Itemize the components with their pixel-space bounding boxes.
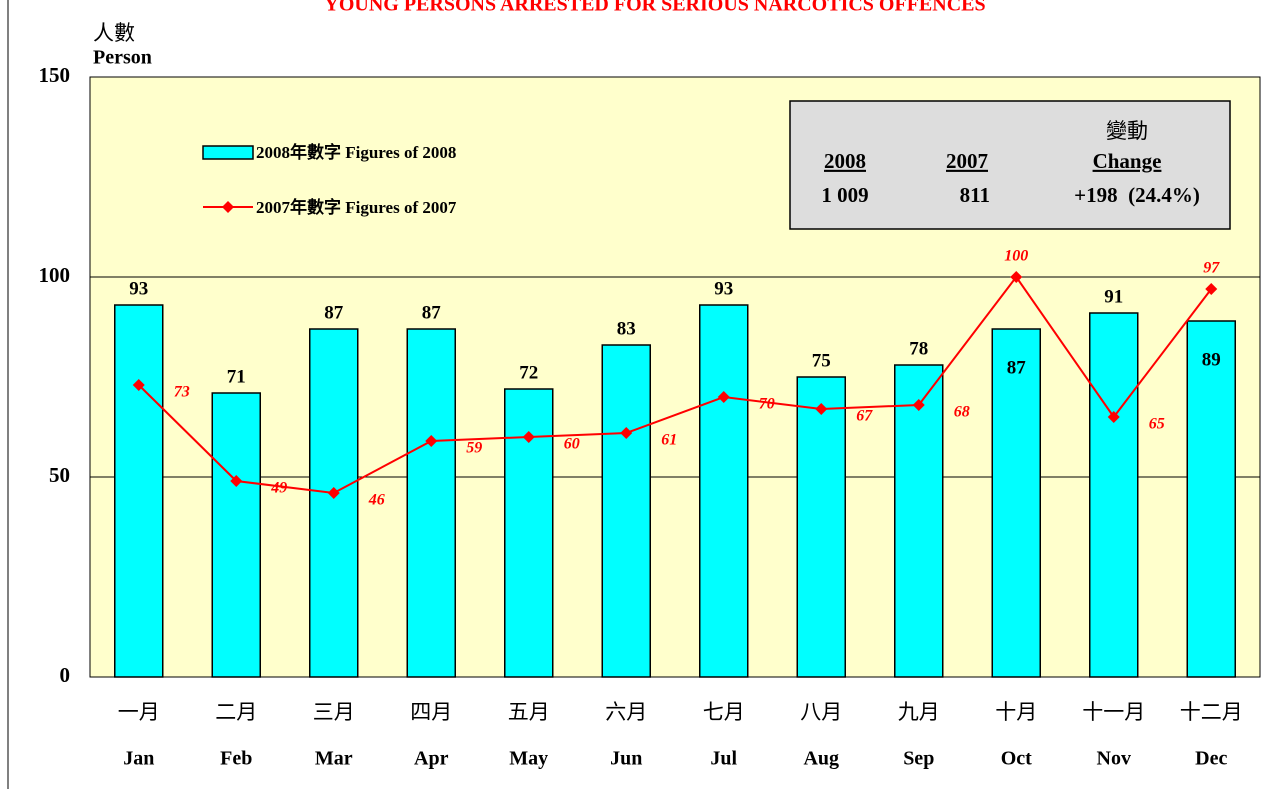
line-marker (327, 487, 340, 499)
bar-value-label: 93 (714, 278, 733, 299)
summary-bg (789, 100, 1231, 230)
y-label-zh: 人數 (93, 21, 135, 45)
y-tick-label: 100 (39, 263, 71, 287)
x-tick-label-zh: 二月 (215, 700, 257, 724)
line-value-label: 67 (856, 408, 873, 425)
y-label: Person (93, 47, 152, 69)
x-tick-label: Jan (123, 748, 154, 770)
line-value-label: 65 (1149, 416, 1165, 433)
line-marker (425, 435, 438, 447)
line-marker (620, 427, 633, 439)
x-tick-label-zh: 十月 (995, 700, 1037, 724)
line-marker (132, 379, 145, 391)
x-tick-label: Jun (610, 748, 642, 770)
bar (894, 364, 944, 678)
bar-value-label: 78 (909, 338, 928, 359)
x-tick-label: Jul (710, 748, 737, 770)
x-tick-label: Feb (220, 748, 252, 770)
bar (991, 328, 1041, 678)
bar (211, 392, 261, 678)
summary-value: +198 (24.4%) (1074, 183, 1200, 207)
legend-label: 2007年數字 Figures of 2007 (256, 197, 457, 217)
bar (406, 328, 456, 678)
line-value-label: 61 (661, 432, 677, 449)
y-tick-label: 150 (39, 63, 71, 87)
summary-box: 變動 2008 2007 Change 1 009 811 +198 (24.4… (789, 100, 1231, 230)
x-tick-label-zh: 七月 (703, 700, 745, 724)
summary-col: 2007 (946, 149, 988, 173)
x-tick-label-zh: 十一月 (1082, 700, 1145, 724)
line-value-label: 70 (759, 396, 775, 413)
legend-label: 2008年數字 Figures of 2008 (256, 142, 456, 162)
line-value-label: 68 (954, 404, 970, 421)
line-marker (815, 403, 828, 415)
summary-col: Change (1093, 149, 1162, 173)
bar-value-label: 75 (812, 350, 831, 371)
x-tick-label-zh: 一月 (118, 700, 160, 724)
bar-value-label: 87 (324, 302, 344, 323)
y-tick-label: 50 (49, 463, 70, 487)
line-value-label: 49 (270, 480, 287, 497)
line-marker (1205, 283, 1218, 295)
line-marker (717, 391, 730, 403)
line-marker (522, 431, 535, 443)
x-tick-label: Dec (1195, 748, 1227, 770)
bar-value-label: 87 (1007, 357, 1027, 378)
summary-value: 1 009 (821, 183, 868, 207)
line-marker (1107, 411, 1120, 423)
bar-value-label: 83 (617, 318, 636, 339)
legend-swatch (202, 145, 254, 160)
x-tick-label: Oct (1001, 748, 1032, 770)
chart-title: YOUNG PERSONS ARRESTED FOR SERIOUS NARCO… (324, 0, 985, 16)
line-value-label: 46 (368, 492, 385, 509)
bar (114, 304, 164, 678)
line-value-label: 60 (564, 436, 580, 453)
x-tick-label-zh: 十二月 (1180, 700, 1243, 724)
x-tick-label: Apr (414, 748, 449, 770)
x-tick-label-zh: 八月 (800, 700, 842, 724)
bar-value-label: 87 (422, 302, 442, 323)
bar-value-label: 93 (129, 278, 148, 299)
line-marker (230, 475, 243, 487)
line (138, 275, 1213, 495)
x-tick-label-zh: 九月 (898, 700, 940, 724)
bar (1089, 312, 1139, 678)
bar (796, 376, 846, 678)
bar (601, 344, 651, 678)
bar-value-label: 71 (227, 366, 246, 387)
line-marker (1010, 271, 1023, 283)
line-value-label: 73 (174, 384, 190, 401)
x-tick-label-zh: 六月 (605, 700, 647, 724)
x-tick-label: Nov (1097, 748, 1131, 770)
x-tick-label: May (509, 748, 548, 770)
x-tick-label-zh: 三月 (313, 700, 355, 724)
summary-value: 811 (960, 183, 990, 207)
x-tick-label: Sep (903, 748, 934, 770)
summary-col: 2008 (824, 149, 866, 173)
bar-value-label: 72 (519, 362, 538, 383)
x-tick-label: Mar (315, 748, 353, 770)
bar-value-label: 89 (1202, 349, 1221, 370)
y-tick-label: 0 (60, 663, 71, 687)
bar (1186, 320, 1236, 678)
line-marker (912, 399, 925, 411)
bar-value-label: 91 (1104, 286, 1123, 307)
bar (699, 304, 749, 678)
summary-header: 變動 (1106, 119, 1148, 143)
x-tick-label: Aug (803, 748, 839, 770)
bar (309, 328, 359, 678)
line-value-label: 100 (1004, 248, 1028, 265)
x-tick-label-zh: 四月 (410, 700, 452, 724)
line-value-label: 97 (1203, 260, 1220, 277)
x-tick-label-zh: 五月 (508, 700, 550, 724)
legend-marker (222, 201, 234, 213)
line-value-label: 59 (466, 440, 482, 457)
